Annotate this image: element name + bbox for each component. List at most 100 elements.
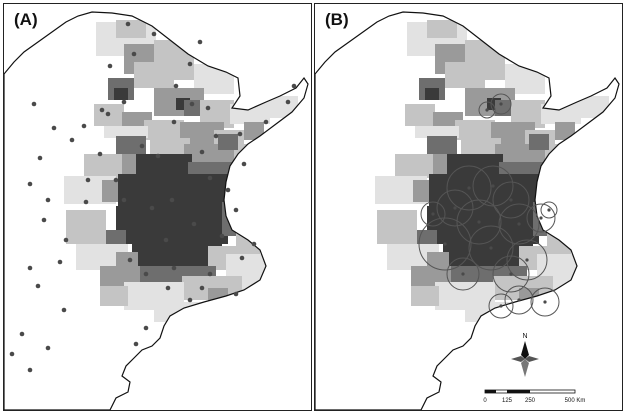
buffer-center-point (443, 242, 447, 246)
region-medium (208, 288, 228, 306)
sample-point (291, 83, 297, 89)
sample-point (127, 257, 133, 263)
sample-point (285, 99, 291, 105)
sample-point (225, 187, 231, 193)
sample-point (27, 181, 33, 187)
sample-point (125, 21, 131, 27)
buffer-center-point (467, 186, 471, 190)
buffer-circle (526, 203, 556, 233)
scale-tick-label: 0 (483, 398, 487, 404)
region-darkest (118, 174, 236, 210)
sample-point (173, 83, 179, 89)
coastline-outline (315, 11, 620, 410)
sample-point (83, 199, 89, 205)
sample-point (189, 101, 195, 107)
buffer-circle (446, 165, 492, 211)
sample-point (149, 205, 155, 211)
sample-point (99, 107, 105, 113)
sample-point (45, 345, 51, 351)
buffer-center-point (477, 220, 481, 224)
region-light (445, 62, 485, 88)
coastline-outline (4, 11, 309, 410)
scale-tick-label: 125 (502, 398, 513, 404)
sample-point (171, 265, 177, 271)
sample-point (133, 341, 139, 347)
buffer-center-point (485, 108, 489, 112)
map-panel-b: N 0 125 250 500 Km (B) (314, 3, 623, 411)
sample-point (69, 137, 75, 143)
buffer-circle (530, 287, 560, 317)
scale-tick-label: 500 Km (565, 398, 586, 404)
sample-point (143, 325, 149, 331)
sample-point (51, 125, 57, 131)
region-medium (411, 266, 451, 286)
map-a-svg (4, 11, 309, 410)
region-dark (218, 134, 238, 150)
sample-point (199, 285, 205, 291)
buffer-center-point (461, 272, 465, 276)
buffer-circle (456, 199, 502, 245)
buffer-center-point (499, 102, 503, 106)
sample-point (61, 307, 67, 313)
region-darkest (136, 154, 192, 176)
buffer-center-point (543, 300, 547, 304)
region-darkest (116, 206, 228, 244)
sample-point (37, 155, 43, 161)
region-light (377, 210, 417, 244)
coastline (315, 11, 620, 410)
sample-point (163, 237, 169, 243)
region-lightest (415, 126, 459, 138)
north-arrow-needle (521, 341, 529, 359)
buffer-center-point (517, 298, 521, 302)
region-light (395, 154, 435, 178)
buffer-center-point (547, 208, 551, 212)
panel-label-a: (A) (14, 10, 38, 29)
sample-point (207, 175, 213, 181)
sample-point (213, 133, 219, 139)
sample-point (81, 123, 87, 129)
buffer-center-point (509, 272, 513, 276)
region-dark (184, 100, 202, 116)
west-arrow-needle (511, 356, 525, 362)
buffer-center-point (453, 206, 457, 210)
region-medium (180, 122, 224, 144)
region-dark (529, 134, 549, 150)
buffer-circle (420, 201, 446, 227)
sample-point (105, 111, 111, 117)
north-arrow: N (511, 333, 539, 377)
sample-point (155, 153, 161, 159)
buffer-circle (492, 255, 530, 293)
sample-point (45, 197, 51, 203)
region-darkest (447, 154, 503, 176)
buffer-circle (488, 293, 514, 319)
panel-label-b: (B) (325, 10, 349, 29)
south-arrow-needle (521, 359, 529, 377)
region-light (411, 286, 439, 306)
map-panel-a: (A) (3, 3, 312, 411)
buffer-circle (418, 217, 472, 271)
sample-point (27, 265, 33, 271)
scale-bar: 0 125 250 500 Km (483, 389, 586, 404)
buffer-circle (436, 189, 474, 227)
sample-point (35, 283, 41, 289)
region-light (455, 120, 495, 140)
region-medium (244, 122, 264, 140)
buffer-circle (506, 239, 548, 281)
scale-bar-segment (507, 390, 530, 393)
sample-point (131, 51, 137, 57)
sample-point (191, 221, 197, 227)
region-light (427, 20, 457, 38)
buffer-circle (446, 257, 480, 291)
buffer-circle (540, 201, 558, 219)
sample-point (139, 143, 145, 149)
sample-point (219, 233, 225, 239)
region-medium (100, 266, 140, 286)
sample-point (171, 119, 177, 125)
sample-point (63, 237, 69, 243)
region-lightest (104, 126, 148, 138)
sample-point (27, 367, 33, 373)
buffer-circle (468, 225, 514, 271)
sample-point (113, 177, 119, 183)
buffer-center-point (499, 304, 503, 308)
